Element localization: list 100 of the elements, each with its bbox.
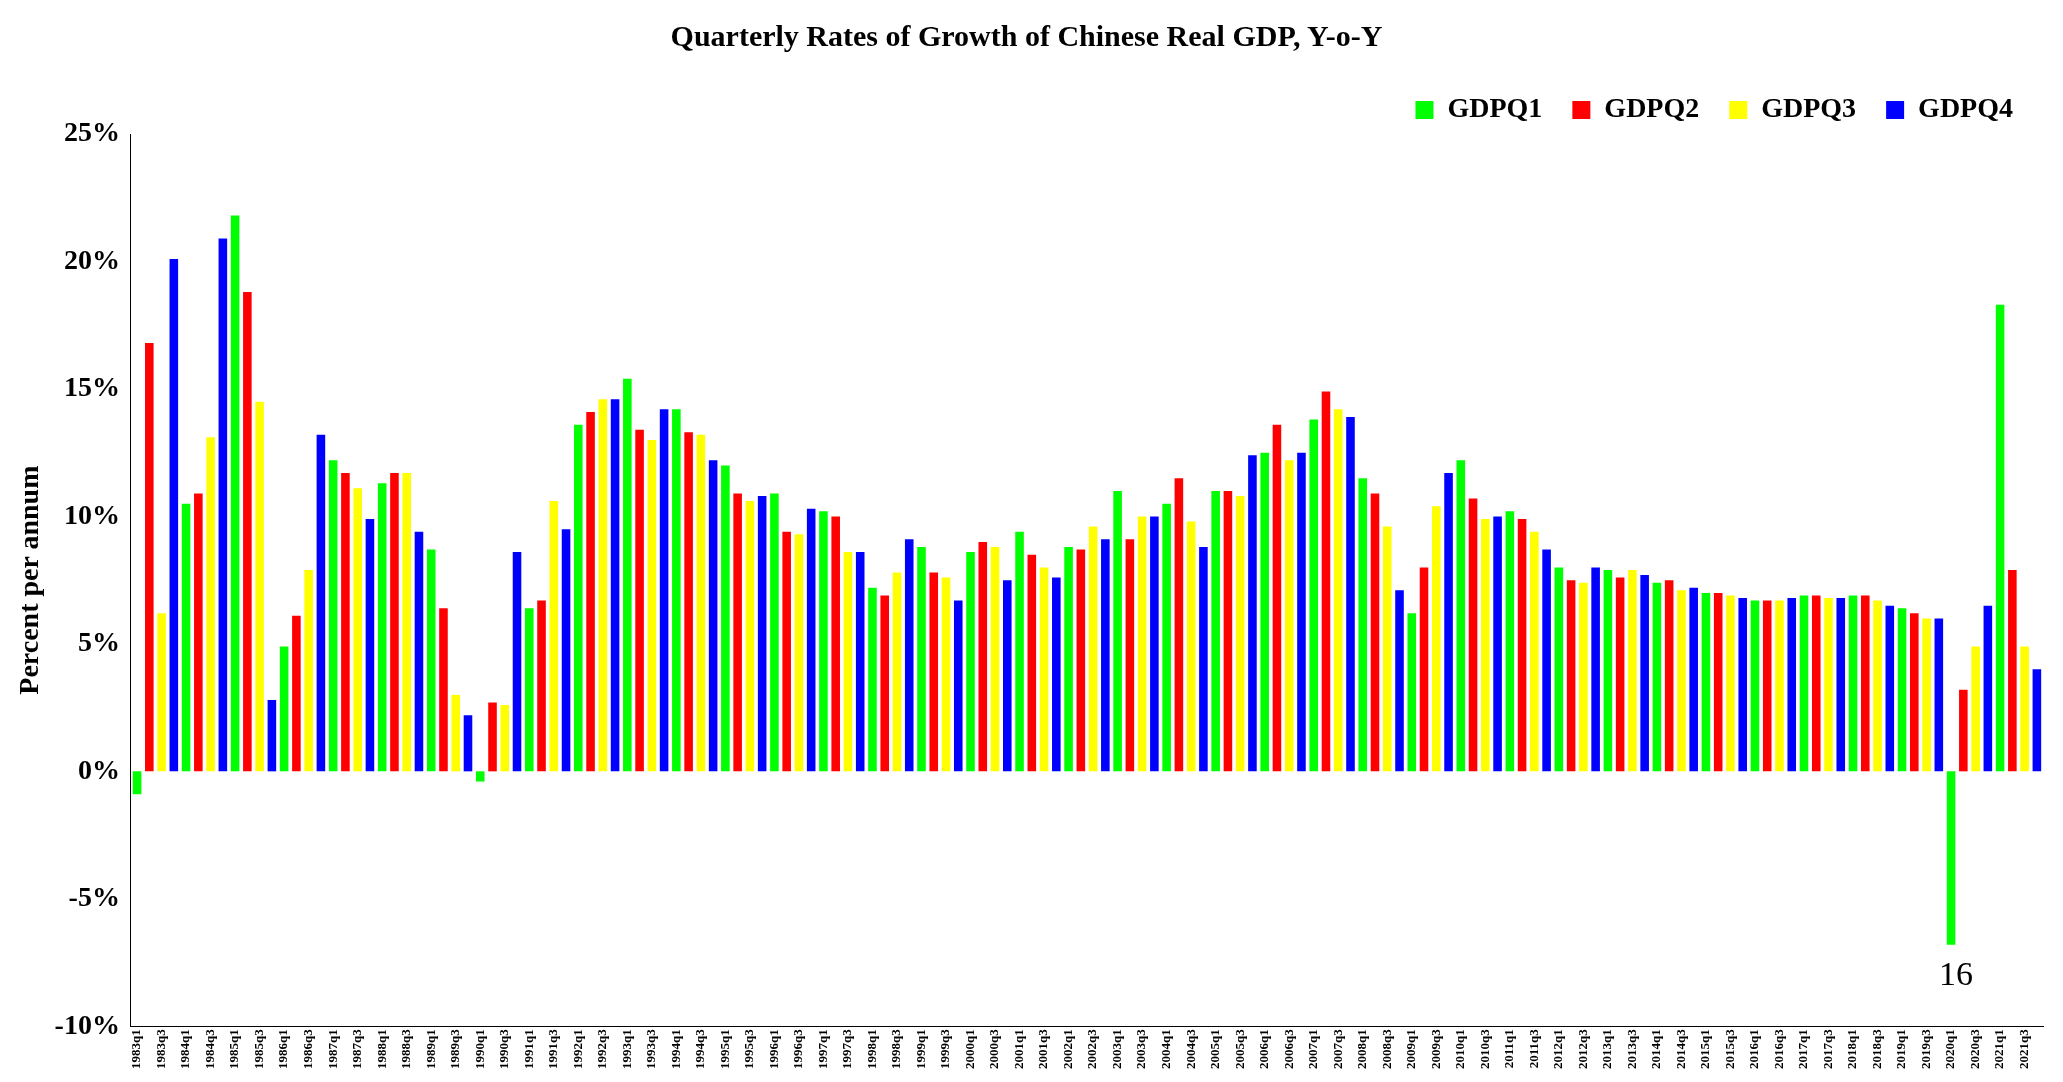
- x-tick-label: 1986q1: [275, 1029, 291, 1069]
- x-tick-label: 2004q3: [1182, 1028, 1198, 1069]
- bar: [328, 460, 338, 772]
- x-tick-label: 1999q3: [937, 1028, 953, 1069]
- x-tick-label: 2020q1: [1942, 1029, 1958, 1069]
- bar: [1885, 605, 1895, 772]
- x-tick-label: 2007q3: [1329, 1028, 1345, 1069]
- x-tick-label: 2009q3: [1427, 1028, 1443, 1069]
- x-tick-label: 2006q3: [1280, 1028, 1296, 1069]
- bar: [1431, 506, 1441, 772]
- y-tick-label: 15%: [63, 371, 120, 403]
- x-tick-label: 2008q3: [1378, 1028, 1394, 1069]
- bar: [1297, 452, 1306, 772]
- bar: [1517, 518, 1527, 772]
- bar: [904, 539, 914, 772]
- x-tick-label: 2018q1: [1844, 1029, 1860, 1069]
- x-tick-label: 2007q1: [1305, 1029, 1321, 1069]
- bar: [439, 608, 448, 772]
- y-tick-label: -10%: [54, 1008, 120, 1040]
- bar: [1591, 567, 1600, 772]
- x-tick-label: 1998q1: [863, 1029, 879, 1069]
- x-tick-label: 2016q1: [1746, 1029, 1762, 1069]
- bar: [1370, 493, 1380, 772]
- x-tick-label: 2003q3: [1133, 1028, 1149, 1069]
- bar: [770, 493, 779, 772]
- x-tick-label: 1996q3: [790, 1028, 806, 1069]
- bar: [1125, 539, 1135, 772]
- bar: [843, 552, 853, 772]
- bar: [721, 465, 730, 772]
- x-tick-label: 1993q1: [618, 1029, 634, 1069]
- bar: [880, 595, 890, 772]
- bar: [1566, 580, 1576, 772]
- x-tick-label: 2011q1: [1501, 1029, 1517, 1069]
- bar: [1664, 580, 1674, 772]
- bar: [733, 493, 742, 772]
- x-tick-label: 2013q1: [1599, 1029, 1615, 1069]
- bar: [635, 429, 644, 772]
- bar: [181, 503, 191, 772]
- y-tick-label: 5%: [77, 626, 120, 658]
- bar: [524, 608, 534, 772]
- bar: [684, 432, 693, 772]
- x-tick-label: 1986q3: [300, 1028, 316, 1069]
- x-tick-label: 2014q1: [1648, 1029, 1664, 1069]
- bar: [1995, 304, 2005, 772]
- bar: [218, 238, 228, 772]
- x-tick-label: 1990q1: [471, 1029, 487, 1069]
- x-tick-label: 1990q3: [496, 1028, 512, 1069]
- x-tick-label: 1995q1: [716, 1029, 732, 1069]
- bar: [1873, 600, 1882, 772]
- bar: [1738, 597, 1747, 772]
- x-tick-label: 1994q3: [692, 1028, 708, 1069]
- bar: [377, 483, 387, 772]
- bar: [1824, 597, 1833, 772]
- bar: [1836, 597, 1846, 772]
- bar: [1395, 590, 1404, 772]
- bar: [1959, 689, 1968, 772]
- bar: [132, 771, 142, 795]
- bar: [745, 501, 755, 772]
- bar: [1762, 600, 1772, 772]
- x-tick-label: 2003q1: [1108, 1029, 1124, 1069]
- bar: [1971, 646, 1980, 772]
- bar: [757, 496, 767, 772]
- bar: [696, 434, 706, 772]
- x-tick-label: 2002q1: [1059, 1029, 1075, 1069]
- bar: [953, 600, 963, 772]
- bar: [929, 572, 939, 772]
- bar: [206, 437, 215, 772]
- x-tick-label: 2017q1: [1795, 1029, 1811, 1069]
- x-tick-label: 1988q3: [398, 1028, 414, 1069]
- x-tick-label: 2009q1: [1403, 1029, 1419, 1069]
- x-tick-label: 2014q3: [1672, 1028, 1688, 1069]
- bar: [1260, 452, 1269, 772]
- bar: [1787, 597, 1797, 772]
- x-tick-label: 2012q3: [1574, 1028, 1590, 1069]
- bar: [2032, 669, 2042, 772]
- bar: [1603, 569, 1613, 772]
- bar: [1186, 521, 1196, 772]
- bar: [1701, 592, 1711, 772]
- y-axis-title: Percent per annum: [13, 465, 45, 695]
- x-tick-label: 1993q3: [643, 1028, 659, 1069]
- bar: [1860, 595, 1870, 772]
- bar: [1910, 613, 1919, 772]
- x-tick-label: 2019q1: [1893, 1029, 1909, 1069]
- x-tick-label: 1984q1: [177, 1029, 193, 1069]
- bar: [561, 529, 571, 772]
- bar: [623, 378, 632, 772]
- x-tick-label: 2018q3: [1868, 1028, 1884, 1069]
- bar: [806, 508, 816, 772]
- legend-label: GDPQ4: [1918, 92, 2014, 124]
- bar: [647, 439, 657, 772]
- bar: [1554, 567, 1564, 772]
- x-tick-label: 1988q1: [373, 1029, 389, 1069]
- bar: [1628, 569, 1637, 772]
- bar: [868, 587, 877, 772]
- bar: [145, 343, 154, 772]
- bar: [1456, 460, 1466, 772]
- bar: [1076, 549, 1086, 772]
- bar: [316, 434, 326, 772]
- bar: [1223, 490, 1233, 772]
- bar: [1726, 595, 1735, 772]
